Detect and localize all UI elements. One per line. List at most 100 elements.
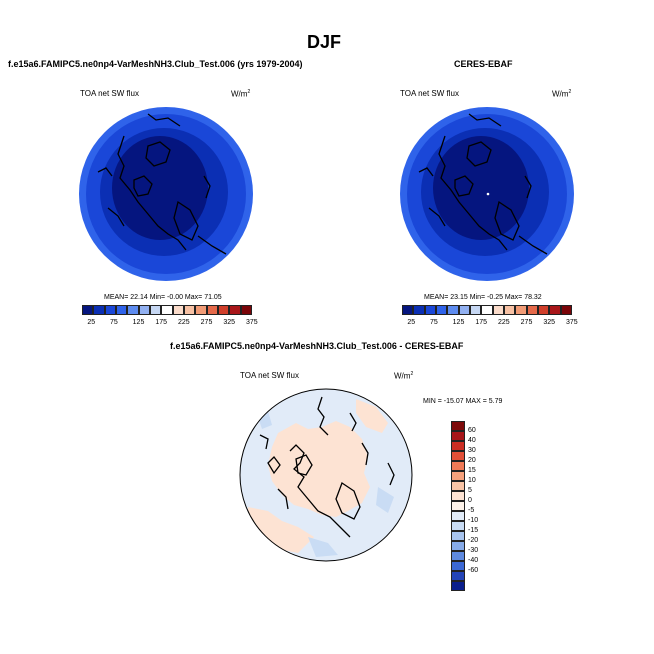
model-polar-map (79, 107, 253, 281)
obs-colorbar-labels: 25 75 125 175 225 275 325 375 (402, 319, 577, 329)
diff-positive-arctic-region (268, 421, 370, 517)
model-colorbar-tick-label: 225 (178, 319, 190, 326)
diff-colorbar-swatch (451, 471, 465, 481)
obs-colorbar-tick-label: 175 (475, 319, 488, 326)
model-units-label: W/m2 (231, 89, 251, 99)
model-colorbar-swatch (229, 305, 241, 315)
season-title: DJF (307, 32, 342, 52)
obs-polar-map (400, 107, 574, 281)
diff-stats: MIN = -15.07 MAX = 5.79 (423, 398, 503, 405)
obs-colorbar-swatch (560, 305, 572, 315)
obs-colorbar-swatch (492, 305, 504, 315)
obs-colorbar-swatch (537, 305, 550, 315)
model-colorbar-swatch (240, 305, 252, 315)
diff-colorbar-swatch (451, 541, 465, 551)
diff-colorbar-swatch (451, 481, 465, 491)
diff-colorbar-swatch (451, 581, 465, 591)
obs-colorbar-swatch (549, 305, 561, 315)
diff-colorbar-tick-label: -10 (468, 517, 479, 524)
model-colorbar-tick-label: 75 (110, 319, 118, 326)
obs-colorbar-swatch (469, 305, 482, 315)
model-colorbar-tick-label: 325 (223, 319, 236, 326)
model-colorbar-tick-label: 125 (132, 319, 145, 326)
model-variable-label: TOA net SW flux (80, 89, 139, 98)
obs-pole-marker (486, 192, 490, 196)
diff-map-border (239, 388, 413, 562)
model-colorbar-tick-label: 375 (246, 319, 258, 326)
obs-colorbar-swatch (424, 305, 436, 315)
obs-panel-header: CERES-EBAF (454, 59, 513, 69)
diff-colorbar-swatch (451, 421, 465, 431)
model-colorbar-tick-label: 25 (87, 319, 96, 326)
diff-colorbar-tick-label: 5 (468, 487, 472, 494)
model-colorbar-swatch (183, 305, 196, 315)
diff-colorbar-tick-label: 10 (468, 477, 476, 484)
diff-colorbar-swatch (451, 531, 465, 541)
model-colorbar-swatch (217, 305, 230, 315)
obs-colorbar-swatch (503, 305, 516, 315)
diff-colorbar-tick-label: 20 (468, 457, 476, 464)
diff-coastlines (259, 396, 395, 538)
model-panel-header: f.e15a6.FAMIPC5.ne0np4-VarMeshNH3.Club_T… (8, 59, 303, 69)
diff-colorbar-labels: 60 40 30 20 15 10 5 0 -5 -10 -15 -20 -30 -40 -60 (468, 421, 508, 601)
diff-colorbar-tick-label: -15 (468, 527, 479, 534)
model-colorbar-swatch (149, 305, 162, 315)
obs-colorbar-tick-label: 325 (543, 319, 556, 326)
obs-arctic-core (433, 136, 529, 240)
model-colorbar-swatch (82, 305, 94, 315)
diff-colorbar-tick-label: 30 (468, 447, 476, 454)
diff-colorbar-tick-label: 0 (468, 497, 472, 504)
obs-colorbar-swatch (402, 305, 414, 315)
model-colorbar-swatch (172, 305, 184, 315)
diff-colorbar-swatch (451, 491, 465, 501)
diff-colorbar-tick-label: -30 (468, 547, 479, 554)
diff-polar-map (239, 388, 413, 562)
diff-colorbar-swatch (451, 501, 465, 511)
obs-colorbar-swatch (435, 305, 448, 315)
model-stats: MEAN= 22.14 Min= -0.00 Max= 71.05 (104, 294, 222, 301)
obs-colorbar-swatch (447, 305, 459, 315)
obs-colorbar-swatch (413, 305, 425, 315)
diff-colorbar-swatch (451, 431, 465, 441)
model-colorbar-swatch (161, 305, 173, 315)
obs-colorbar-tick-label: 225 (498, 319, 510, 326)
obs-stats: MEAN= 23.15 Min= -0.25 Max= 78.32 (424, 294, 542, 301)
model-colorbar-tick-label: 275 (200, 319, 213, 326)
model-arctic-core (112, 136, 208, 240)
obs-units-label: W/m2 (552, 89, 572, 99)
model-colorbar-swatch (195, 305, 207, 315)
model-colorbar (82, 305, 252, 315)
diff-colorbar-swatch (451, 521, 465, 531)
diff-colorbar-tick-label: 60 (468, 427, 476, 434)
diff-negative-patch-3 (308, 537, 338, 557)
model-colorbar-swatch (93, 305, 105, 315)
obs-colorbar-tick-label: 375 (566, 319, 578, 326)
diff-colorbar-tick-label: -20 (468, 537, 479, 544)
diff-colorbar-swatch (451, 551, 465, 561)
diff-colorbar-swatch (451, 441, 465, 451)
obs-colorbar-tick-label: 125 (452, 319, 465, 326)
diff-colorbar-swatch (451, 561, 465, 571)
diff-units-label: W/m2 (394, 371, 414, 381)
obs-colorbar (402, 305, 572, 315)
obs-colorbar-swatch (458, 305, 470, 315)
obs-colorbar-tick-label: 75 (430, 319, 438, 326)
model-colorbar-swatch (104, 305, 116, 315)
diff-colorbar-swatch (451, 461, 465, 471)
diff-colorbar (451, 421, 465, 591)
diff-variable-label: TOA net SW flux (240, 371, 299, 380)
obs-coastlines (418, 113, 548, 255)
obs-colorbar-swatch (526, 305, 538, 315)
diff-colorbar-swatch (451, 451, 465, 461)
obs-colorbar-tick-label: 25 (407, 319, 416, 326)
diff-negative-patch-2 (376, 487, 394, 513)
model-colorbar-swatch (206, 305, 218, 315)
model-colorbar-swatch (127, 305, 139, 315)
diff-colorbar-swatch (451, 571, 465, 581)
diff-positive-north-region (356, 399, 388, 433)
diff-colorbar-swatch (451, 511, 465, 521)
model-colorbar-swatch (115, 305, 128, 315)
model-coastlines (97, 113, 227, 255)
obs-colorbar-tick-label: 275 (520, 319, 533, 326)
